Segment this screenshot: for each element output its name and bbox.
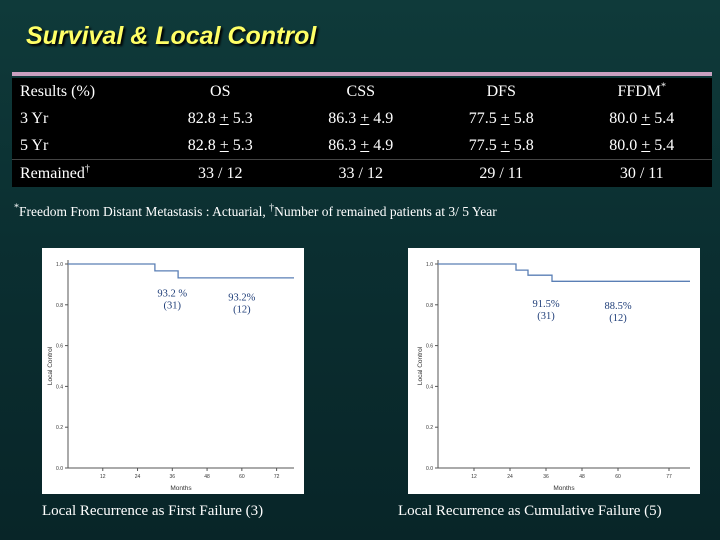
ffdm-text: FFDM bbox=[617, 83, 662, 100]
table-header-row: Results (%) OS CSS DFS FFDM* bbox=[12, 78, 712, 105]
y-tick-label: 0.2 bbox=[56, 425, 63, 431]
results-table: Results (%) OS CSS DFS FFDM* 3 Yr 82.8 +… bbox=[12, 78, 712, 187]
x-tick-label: 36 bbox=[170, 474, 176, 480]
cell-os: 33 / 12 bbox=[150, 159, 291, 187]
x-axis-label: Months bbox=[553, 485, 575, 492]
annotation-line: 93.2% bbox=[228, 293, 255, 304]
annotation-line: (12) bbox=[609, 313, 627, 324]
annotation-line: (31) bbox=[537, 311, 555, 322]
cell-ffdm: 80.0 + 5.4 bbox=[609, 110, 675, 127]
y-tick-label: 0.2 bbox=[426, 425, 433, 431]
survival-curve bbox=[68, 263, 294, 279]
y-tick-label: 0.4 bbox=[426, 384, 433, 390]
y-tick-label: 0.6 bbox=[426, 344, 433, 350]
footnote-star: * bbox=[14, 202, 19, 214]
annotation-line: (31) bbox=[164, 301, 182, 312]
y-tick-label: 0.0 bbox=[56, 466, 63, 472]
x-axis-label: Months bbox=[170, 485, 192, 492]
y-tick-label: 0.0 bbox=[426, 466, 433, 472]
annotation-label: 88.5% (12) bbox=[604, 301, 631, 324]
x-tick-label: 36 bbox=[543, 474, 549, 480]
annotation-line: 93.2 % bbox=[157, 289, 187, 300]
y-tick-label: 0.8 bbox=[426, 303, 433, 309]
chart-cumulative-failure-svg: 0.0 0.2 0.4 0.6 0.8 1.0 12 24 36 48 60 77 Months Loca… bbox=[417, 260, 690, 492]
title-divider bbox=[12, 72, 712, 76]
dagger-mark: † bbox=[84, 163, 90, 175]
x-tick-label: 24 bbox=[135, 474, 141, 480]
cell-dfs: 29 / 11 bbox=[431, 159, 572, 187]
footnote: *Freedom From Distant Metastasis : Actua… bbox=[14, 202, 497, 220]
y-axis-label: Local Control bbox=[47, 346, 54, 385]
col-os: OS bbox=[210, 83, 231, 100]
cell-ffdm: 80.0 + 5.4 bbox=[609, 137, 675, 154]
cell-os: 82.8 + 5.3 bbox=[187, 137, 253, 154]
annotation-label: 93.2% (12) bbox=[228, 293, 255, 316]
col-ffdm: FFDM* bbox=[572, 78, 713, 105]
ffdm-star: * bbox=[661, 81, 667, 93]
chart-first-failure: 0.0 0.2 0.4 0.6 0.8 1.0 12 24 36 48 60 72 Months Loca… bbox=[42, 248, 304, 494]
col-css: CSS bbox=[346, 83, 375, 100]
x-tick-label: 12 bbox=[471, 474, 477, 480]
x-tick-label: 24 bbox=[507, 474, 513, 480]
y-tick-label: 0.8 bbox=[56, 303, 63, 309]
caption-cumulative-failure: Local Recurrence as Cumulative Failure (… bbox=[398, 503, 662, 519]
x-tick-label: 48 bbox=[204, 474, 210, 480]
annotation-line: 88.5% bbox=[604, 301, 631, 312]
annotation-label: 91.5% (31) bbox=[532, 299, 559, 322]
cell-dfs: 77.5 + 5.8 bbox=[468, 110, 534, 127]
x-tick-label: 60 bbox=[615, 474, 621, 480]
y-tick-label: 1.0 bbox=[56, 262, 63, 268]
cell-ffdm: 30 / 11 bbox=[571, 159, 712, 187]
cell-css: 86.3 + 4.9 bbox=[328, 137, 394, 154]
chart-cumulative-failure: 0.0 0.2 0.4 0.6 0.8 1.0 12 24 36 48 60 77 Months Loca… bbox=[408, 248, 700, 494]
col-dfs: DFS bbox=[486, 83, 516, 100]
x-tick-label: 48 bbox=[579, 474, 585, 480]
cell-os: 82.8 + 5.3 bbox=[187, 110, 253, 127]
annotation-line: 91.5% bbox=[532, 299, 559, 310]
page-title: Survival & Local Control bbox=[26, 22, 317, 50]
caption-first-failure: Local Recurrence as First Failure (3) bbox=[42, 503, 264, 519]
x-tick-label: 72 bbox=[274, 474, 280, 480]
annotation-label: 93.2 % (31) bbox=[157, 289, 187, 312]
chart-first-failure-svg: 0.0 0.2 0.4 0.6 0.8 1.0 12 24 36 48 60 72 Months Loca… bbox=[47, 260, 294, 492]
footnote-dagger: † bbox=[269, 202, 275, 214]
cell-css: 86.3 + 4.9 bbox=[328, 110, 394, 127]
table-row: 3 Yr 82.8 + 5.3 86.3 + 4.9 77.5 + 5.8 80… bbox=[12, 105, 712, 132]
footnote-text-1: Freedom From Distant Metastasis : Actuar… bbox=[19, 204, 270, 219]
results-label: Results (%) bbox=[20, 83, 96, 100]
annotation-line: (12) bbox=[233, 305, 251, 316]
remained-label: Remained† bbox=[12, 159, 150, 187]
x-tick-label: 12 bbox=[100, 474, 106, 480]
table-row-remained: Remained† 33 / 12 33 / 12 29 / 11 30 / 1… bbox=[12, 159, 712, 187]
y-axis-label: Local Control bbox=[417, 346, 424, 385]
y-tick-label: 1.0 bbox=[426, 262, 433, 268]
x-tick-label: 77 bbox=[666, 474, 672, 480]
row-label: 3 Yr bbox=[20, 110, 49, 127]
cell-css: 33 / 12 bbox=[290, 159, 431, 187]
y-tick-label: 0.6 bbox=[56, 344, 63, 350]
footnote-text-2: Number of remained patients at 3/ 5 Year bbox=[274, 204, 497, 219]
remained-text: Remained bbox=[20, 165, 85, 182]
row-label: 5 Yr bbox=[20, 137, 49, 154]
x-tick-label: 60 bbox=[239, 474, 245, 480]
cell-dfs: 77.5 + 5.8 bbox=[468, 137, 534, 154]
table-row: 5 Yr 82.8 + 5.3 86.3 + 4.9 77.5 + 5.8 80… bbox=[12, 132, 712, 160]
y-tick-label: 0.4 bbox=[56, 384, 63, 390]
survival-curve bbox=[438, 263, 690, 282]
